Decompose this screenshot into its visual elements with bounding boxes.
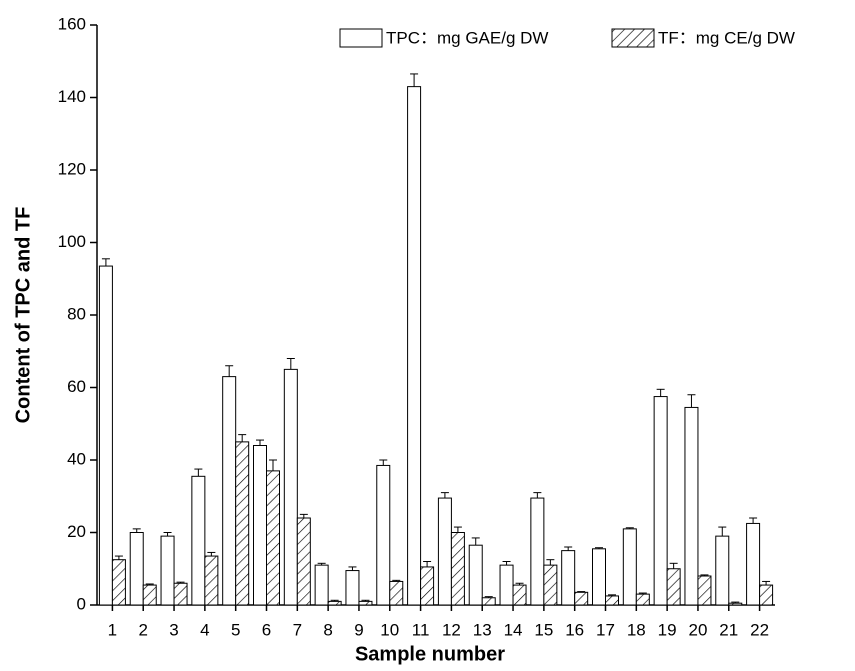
x-tick-label: 13 bbox=[473, 620, 492, 639]
x-tick-label: 1 bbox=[108, 620, 117, 639]
bar bbox=[142, 584, 157, 606]
bar bbox=[160, 535, 175, 606]
bar bbox=[450, 532, 465, 606]
bar bbox=[592, 548, 606, 606]
bar bbox=[468, 544, 483, 606]
bar bbox=[697, 575, 712, 606]
legend-label: TF：mg CE/g DW bbox=[658, 28, 795, 47]
bar bbox=[746, 522, 761, 606]
bar bbox=[728, 602, 743, 606]
legend-swatch bbox=[611, 28, 655, 48]
y-tick-label: 60 bbox=[67, 377, 86, 396]
x-tick-label: 18 bbox=[627, 620, 646, 639]
x-tick-label: 15 bbox=[534, 620, 553, 639]
x-tick-label: 19 bbox=[658, 620, 677, 639]
bar bbox=[530, 497, 545, 606]
x-tick-label: 11 bbox=[412, 620, 430, 639]
bar bbox=[173, 582, 188, 606]
bar bbox=[191, 475, 206, 606]
x-tick-label: 7 bbox=[293, 620, 302, 639]
bar bbox=[635, 593, 650, 606]
bar bbox=[605, 595, 619, 606]
bar bbox=[543, 564, 558, 606]
y-tick-label: 20 bbox=[67, 522, 86, 541]
x-tick-label: 12 bbox=[442, 620, 461, 639]
bar bbox=[345, 570, 360, 606]
x-tick-label: 9 bbox=[354, 620, 363, 639]
legend-label: TPC：mg GAE/g DW bbox=[386, 28, 548, 47]
y-tick-label: 40 bbox=[67, 449, 86, 468]
bar bbox=[574, 591, 589, 606]
bar bbox=[327, 600, 342, 606]
x-tick-label: 20 bbox=[688, 620, 707, 639]
y-tick-label: 0 bbox=[77, 594, 86, 613]
y-axis-title: Content of TPC and TF bbox=[12, 207, 34, 424]
bar bbox=[666, 568, 681, 606]
bar bbox=[111, 559, 126, 606]
x-tick-label: 21 bbox=[719, 620, 738, 639]
bar bbox=[684, 406, 699, 606]
bar bbox=[561, 550, 576, 606]
x-tick-label: 10 bbox=[380, 620, 399, 639]
bar bbox=[481, 597, 496, 606]
x-tick-label: 8 bbox=[323, 620, 332, 639]
bar bbox=[512, 584, 527, 606]
bar bbox=[296, 517, 311, 606]
bar bbox=[283, 368, 298, 606]
y-tick-label: 120 bbox=[58, 159, 86, 178]
bar bbox=[715, 535, 730, 606]
bar bbox=[420, 566, 435, 606]
bar bbox=[222, 376, 237, 606]
bar bbox=[759, 584, 774, 606]
x-tick-label: 6 bbox=[262, 620, 271, 639]
x-tick-label: 17 bbox=[596, 620, 615, 639]
legend-swatch bbox=[339, 28, 383, 48]
bar bbox=[499, 564, 514, 606]
bar bbox=[407, 86, 422, 606]
x-tick-label: 4 bbox=[200, 620, 209, 639]
y-tick-label: 160 bbox=[58, 14, 86, 33]
bar bbox=[314, 564, 329, 606]
y-tick-label: 140 bbox=[58, 87, 86, 106]
x-axis-title: Sample number bbox=[355, 643, 505, 665]
x-tick-label: 22 bbox=[750, 620, 769, 639]
bar bbox=[266, 470, 280, 606]
bar bbox=[389, 580, 404, 606]
bar bbox=[235, 441, 250, 606]
bar bbox=[653, 396, 668, 606]
y-tick-label: 100 bbox=[58, 232, 86, 251]
bar bbox=[622, 528, 637, 606]
x-tick-label: 3 bbox=[169, 620, 178, 639]
bar bbox=[376, 464, 391, 606]
bar bbox=[204, 555, 219, 606]
bar bbox=[129, 532, 144, 606]
x-tick-label: 14 bbox=[504, 620, 523, 639]
x-tick-label: 5 bbox=[231, 620, 240, 639]
y-tick-label: 80 bbox=[67, 304, 86, 323]
bar bbox=[98, 265, 113, 606]
bar bbox=[437, 497, 452, 606]
bar bbox=[253, 445, 267, 606]
bar bbox=[358, 600, 373, 606]
x-tick-label: 16 bbox=[565, 620, 584, 639]
x-tick-label: 2 bbox=[138, 620, 147, 639]
